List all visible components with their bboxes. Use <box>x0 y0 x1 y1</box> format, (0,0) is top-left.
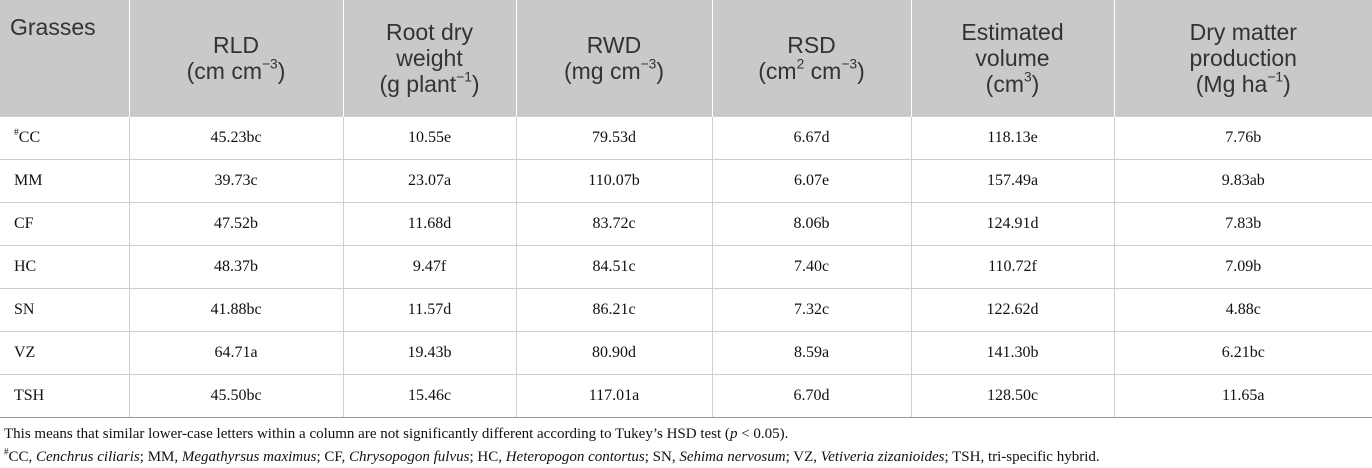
cell-rwd: 86.21c <box>516 288 713 332</box>
table-row: VZ 64.71a 19.43b 80.90d 8.59a 141.30b 6.… <box>0 331 1372 375</box>
cell-rld: 39.73c <box>129 159 344 203</box>
cell-root-dry-weight: 9.47f <box>343 245 517 289</box>
cell-dry-matter: 7.76b <box>1114 116 1372 160</box>
cell-rld: 41.88bc <box>129 288 344 332</box>
header-rsd: RSD (cm2 cm−3) <box>712 0 912 117</box>
cell-grass: #CC <box>0 116 130 160</box>
cell-rwd: 117.01a <box>516 374 713 418</box>
cell-dry-matter: 9.83ab <box>1114 159 1372 203</box>
cell-rsd: 6.07e <box>712 159 912 203</box>
cell-rld: 47.52b <box>129 202 344 246</box>
table-row: TSH 45.50bc 15.46c 117.01a 6.70d 128.50c… <box>0 374 1372 418</box>
cell-rwd: 83.72c <box>516 202 713 246</box>
header-root-dry-weight: Root dry weight (g plant−1) <box>343 0 517 117</box>
header-grasses: Grasses <box>0 0 130 117</box>
cell-root-dry-weight: 10.55e <box>343 116 517 160</box>
cell-rsd: 7.40c <box>712 245 912 289</box>
cell-grass: SN <box>0 288 130 332</box>
cell-dry-matter: 6.21bc <box>1114 331 1372 375</box>
cell-dry-matter: 11.65a <box>1114 374 1372 418</box>
table-row: CF 47.52b 11.68d 83.72c 8.06b 124.91d 7.… <box>0 202 1372 246</box>
cell-rwd: 84.51c <box>516 245 713 289</box>
table-row: MM 39.73c 23.07a 110.07b 6.07e 157.49a 9… <box>0 159 1372 203</box>
cell-dry-matter: 7.83b <box>1114 202 1372 246</box>
cell-volume: 141.30b <box>911 331 1115 375</box>
cell-grass: MM <box>0 159 130 203</box>
table-row: #CC 45.23bc 10.55e 79.53d 6.67d 118.13e … <box>0 116 1372 160</box>
header-rwd: RWD (mg cm−3) <box>516 0 713 117</box>
header-dry-matter-production: Dry matter production (Mg ha−1) <box>1114 0 1372 117</box>
cell-volume: 110.72f <box>911 245 1115 289</box>
cell-grass: CF <box>0 202 130 246</box>
table-notes: This means that similar lower-case lette… <box>0 424 1372 468</box>
cell-rsd: 8.59a <box>712 331 912 375</box>
cell-rsd: 6.67d <box>712 116 912 160</box>
cell-dry-matter: 7.09b <box>1114 245 1372 289</box>
header-rld: RLD (cm cm−3) <box>129 0 344 117</box>
cell-root-dry-weight: 11.68d <box>343 202 517 246</box>
cell-grass: HC <box>0 245 130 289</box>
cell-rsd: 7.32c <box>712 288 912 332</box>
cell-rld: 45.50bc <box>129 374 344 418</box>
table-row: SN 41.88bc 11.57d 86.21c 7.32c 122.62d 4… <box>0 288 1372 332</box>
cell-rwd: 80.90d <box>516 331 713 375</box>
cell-rld: 48.37b <box>129 245 344 289</box>
cell-volume: 124.91d <box>911 202 1115 246</box>
cell-volume: 122.62d <box>911 288 1115 332</box>
header-row: Grasses RLD (cm cm−3) Root dry weight (g pl… <box>0 0 1372 117</box>
cell-rsd: 8.06b <box>712 202 912 246</box>
cell-root-dry-weight: 15.46c <box>343 374 517 418</box>
cell-rsd: 6.70d <box>712 374 912 418</box>
cell-root-dry-weight: 11.57d <box>343 288 517 332</box>
cell-root-dry-weight: 19.43b <box>343 331 517 375</box>
cell-rwd: 79.53d <box>516 116 713 160</box>
cell-volume: 157.49a <box>911 159 1115 203</box>
cell-rwd: 110.07b <box>516 159 713 203</box>
cell-grass: VZ <box>0 331 130 375</box>
cell-rld: 45.23bc <box>129 116 344 160</box>
cell-grass: TSH <box>0 374 130 418</box>
note-significance: This means that similar lower-case lette… <box>4 426 789 442</box>
cell-root-dry-weight: 23.07a <box>343 159 517 203</box>
header-estimated-volume: Estimated volume (cm3) <box>911 0 1115 117</box>
cell-dry-matter: 4.88c <box>1114 288 1372 332</box>
cell-rld: 64.71a <box>129 331 344 375</box>
cell-volume: 118.13e <box>911 116 1115 160</box>
table-row: HC 48.37b 9.47f 84.51c 7.40c 110.72f 7.0… <box>0 245 1372 289</box>
results-table: Grasses RLD (cm cm−3) Root dry weight (g pl… <box>0 0 1372 418</box>
cell-volume: 128.50c <box>911 374 1115 418</box>
note-abbreviations: #CC, Cenchrus ciliaris; MM, Megathyrsus … <box>4 446 1100 465</box>
